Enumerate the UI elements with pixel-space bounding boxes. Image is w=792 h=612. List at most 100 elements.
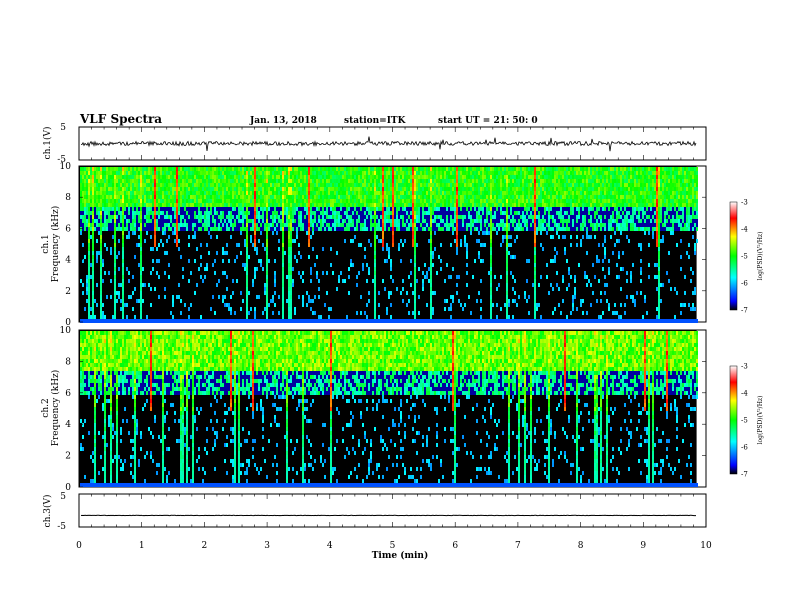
spectrogram-cell: [340, 211, 342, 215]
spectrogram-cell: [426, 275, 428, 279]
spectrogram-cell: [456, 223, 458, 227]
spectrogram-cell: [190, 167, 192, 171]
spectrogram-cell: [246, 223, 248, 227]
spectrogram-cell: [518, 187, 520, 191]
spectrogram-cell: [536, 231, 538, 235]
spectrogram-cell: [340, 179, 342, 183]
spectrogram-cell: [376, 223, 378, 227]
spectrogram-cell: [180, 195, 182, 199]
spectrogram-cell: [200, 315, 202, 319]
spectrogram-cell: [334, 183, 336, 187]
spectrogram-cell: [100, 207, 102, 211]
spectrogram-cell: [138, 203, 140, 207]
spectrogram-cell: [388, 319, 390, 323]
spectrogram-cell: [394, 223, 396, 227]
spectrogram-cell: [282, 211, 284, 215]
spectrogram-cell: [386, 183, 388, 187]
spectrogram-cell: [96, 203, 98, 207]
spectrogram-cell: [374, 219, 376, 223]
spectrogram-cell: [256, 187, 258, 191]
spectrogram-cell: [108, 223, 110, 227]
spectrogram-cell: [156, 183, 158, 187]
spectrogram-cell: [118, 215, 120, 219]
spectrogram-cell: [92, 191, 94, 195]
spectrogram-cell: [252, 187, 254, 191]
spectrogram-cell: [526, 187, 528, 191]
spectrogram-cell: [152, 171, 154, 175]
spectrogram-cell: [476, 319, 478, 323]
spectrogram-cell: [112, 179, 114, 183]
spectrogram-cell: [224, 271, 226, 275]
spectrogram-cell: [266, 291, 268, 295]
spectrogram-cell: [362, 219, 364, 223]
spectrogram-cell: [246, 191, 248, 195]
spectrogram-cell: [398, 175, 400, 179]
spectrogram-cell: [496, 207, 498, 211]
spectrogram-cell: [378, 183, 380, 187]
spectrogram-cell: [422, 187, 424, 191]
spectrogram-cell: [330, 219, 332, 223]
spectrogram-cell: [404, 199, 406, 203]
spectrogram-cell: [400, 259, 402, 263]
spectrogram-cell: [158, 195, 160, 199]
spectrogram-cell: [300, 191, 302, 195]
spectrogram-cell: [128, 227, 130, 231]
spectrogram-cell: [218, 203, 220, 207]
spectrogram-cell: [130, 187, 132, 191]
spectrogram-cell: [140, 187, 142, 191]
spectrogram-cell: [430, 287, 432, 291]
spectrogram-cell: [296, 187, 298, 191]
spectrogram-cell: [234, 259, 236, 263]
spectrogram-cell: [312, 167, 314, 171]
spectrogram-cell: [96, 219, 98, 223]
spectrogram-cell: [388, 247, 390, 251]
spectrogram-cell: [136, 187, 138, 191]
spectrogram-cell: [190, 199, 192, 203]
spectrogram-cell: [114, 247, 116, 251]
spectrogram-cell: [192, 207, 194, 211]
spectrogram-cell: [340, 203, 342, 207]
spectrogram-cell: [394, 211, 396, 215]
spectrogram-cell: [428, 223, 430, 227]
spectrogram-cell: [484, 319, 486, 323]
spectrogram-cell: [282, 291, 284, 295]
spectrogram-cell: [84, 203, 86, 207]
spectrogram-cell: [160, 239, 162, 243]
spectrogram-cell: [522, 223, 524, 227]
spectrogram-cell: [358, 207, 360, 211]
spectrogram-cell: [104, 319, 106, 323]
spectrogram-cell: [288, 295, 290, 299]
spectrogram-cell: [484, 167, 486, 171]
spectrogram-cell: [116, 211, 118, 215]
spectrogram-cell: [272, 299, 274, 303]
spectrogram-cell: [492, 223, 494, 227]
spectrogram-cell: [234, 167, 236, 171]
spectrogram-cell: [254, 171, 256, 175]
spectrogram-cell: [414, 271, 416, 275]
spectrogram-cell: [442, 195, 444, 199]
spectrogram-cell: [444, 223, 446, 227]
spectrogram-cell: [330, 167, 332, 171]
spectrogram-cell: [418, 179, 420, 183]
spectrogram-cell: [220, 199, 222, 203]
spectrogram-cell: [110, 223, 112, 227]
spectrogram-cell: [452, 227, 454, 231]
spectrogram-cell: [148, 191, 150, 195]
spectrogram-cell: [194, 291, 196, 295]
spectrogram-cell: [180, 171, 182, 175]
spectrogram-cell: [92, 203, 94, 207]
spectrogram-cell: [242, 215, 244, 219]
spectrogram-cell: [82, 167, 84, 171]
spectrogram-cell: [198, 223, 200, 227]
spectrogram-cell: [288, 279, 290, 283]
spectrogram-cell: [446, 299, 448, 303]
spectrogram-cell: [200, 175, 202, 179]
spectrogram-cell: [304, 203, 306, 207]
spectrogram-cell: [452, 187, 454, 191]
spectrogram-cell: [240, 291, 242, 295]
spectrogram-cell: [266, 263, 268, 267]
spectrogram-cell: [536, 199, 538, 203]
spectrogram-cell: [380, 199, 382, 203]
spectrogram-cell: [374, 271, 376, 275]
spectrogram-cell: [242, 319, 244, 323]
